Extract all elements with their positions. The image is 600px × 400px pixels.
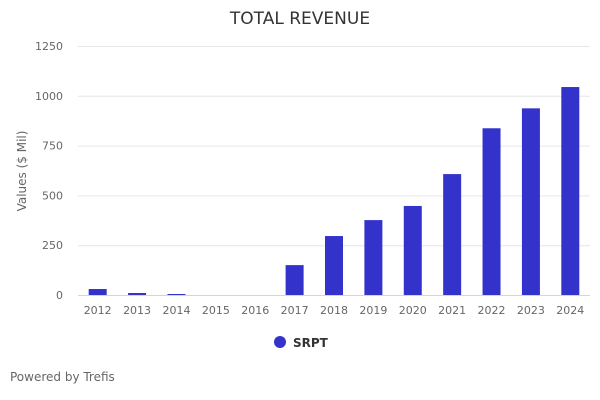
y-axis-ticks: 0 250 500 750 1000 1250 (35, 40, 63, 302)
bar-2019[interactable] (364, 220, 383, 295)
y-tick-label: 1250 (35, 40, 63, 53)
bar-2023[interactable] (521, 108, 540, 295)
x-tick-label: 2021 (438, 304, 466, 317)
legend-item-srpt[interactable]: SRPT (274, 336, 329, 350)
x-tick-label: 2012 (84, 304, 112, 317)
bar-2022[interactable] (482, 128, 501, 295)
x-tick-label: 2024 (556, 304, 584, 317)
x-tick-label: 2020 (399, 304, 427, 317)
y-tick-label: 1000 (35, 90, 63, 103)
legend-marker-icon (274, 336, 286, 348)
y-tick-label: 0 (56, 289, 63, 302)
bar-2014[interactable] (167, 294, 186, 295)
gridlines (78, 46, 590, 247)
bar-2012[interactable] (88, 289, 107, 295)
bars (88, 87, 580, 295)
bar-2013[interactable] (128, 293, 147, 295)
x-tick-label: 2015 (202, 304, 230, 317)
y-axis-label: Values ($ Mil) (15, 131, 29, 212)
bar-2018[interactable] (325, 236, 343, 295)
bar-2024[interactable] (561, 87, 580, 295)
y-tick-label: 500 (42, 189, 63, 202)
bar-2021[interactable] (443, 174, 462, 295)
x-tick-label: 2014 (162, 304, 190, 317)
bar-2017[interactable] (285, 265, 304, 295)
x-tick-label: 2018 (320, 304, 348, 317)
powered-by-credit: Powered by Trefis (10, 370, 115, 384)
x-tick-label: 2023 (517, 304, 545, 317)
y-tick-label: 250 (42, 239, 63, 252)
x-tick-label: 2022 (478, 304, 506, 317)
x-axis-ticks: 2012 2013 2014 2015 2016 2017 2018 2019 2020 2021… (84, 304, 585, 317)
x-tick-label: 2017 (281, 304, 309, 317)
bar-2020[interactable] (403, 205, 422, 295)
y-tick-label: 750 (42, 140, 63, 153)
x-tick-label: 2016 (241, 304, 269, 317)
chart-title: TOTAL REVENUE (229, 9, 370, 29)
x-tick-label: 2019 (359, 304, 387, 317)
legend-label: SRPT (293, 336, 329, 350)
x-tick-label: 2013 (123, 304, 151, 317)
